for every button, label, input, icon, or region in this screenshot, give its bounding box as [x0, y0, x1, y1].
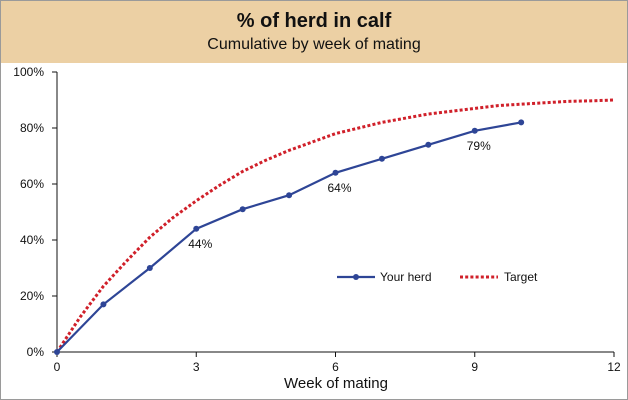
series-line-target — [55, 98, 615, 353]
legend-marker-your-herd — [353, 274, 359, 280]
series-layer — [54, 98, 615, 355]
data-point-your-herd — [518, 119, 525, 126]
chart-title: % of herd in calf — [236, 10, 392, 32]
chart-subtitle: Cumulative by week of mating — [207, 36, 421, 53]
x-axis-title: Week of mating — [284, 375, 388, 392]
data-label: 44% — [188, 237, 212, 251]
data-point-your-herd — [100, 301, 107, 308]
data-label: 79% — [467, 139, 491, 153]
data-label: 64% — [327, 181, 351, 195]
data-point-your-herd — [425, 141, 432, 148]
data-point-your-herd — [378, 155, 385, 162]
legend-label-target: Target — [504, 270, 538, 284]
y-tick-label: 40% — [20, 233, 44, 247]
axes: 0% 20% 40% 60% 80% 100% 0 3 6 9 12 — [13, 65, 621, 374]
data-point-your-herd — [146, 265, 153, 271]
x-tick-label: 6 — [332, 360, 339, 374]
legend: Your herd Target — [337, 270, 538, 284]
data-point-your-herd — [286, 192, 293, 199]
data-point-your-herd — [54, 349, 60, 355]
data-point-your-herd — [193, 225, 200, 232]
chart-header: % of herd in calf Cumulative by week of … — [1, 1, 627, 63]
y-tick-label: 100% — [13, 65, 44, 79]
data-point-your-herd — [332, 169, 339, 176]
series-line-your-herd — [56, 121, 522, 353]
legend-label-your-herd: Your herd — [380, 270, 432, 284]
data-point-your-herd — [471, 127, 478, 134]
x-tick-label: 3 — [193, 360, 200, 374]
y-tick-label: 20% — [20, 289, 44, 303]
y-tick-label: 0% — [27, 345, 45, 359]
data-point-your-herd — [239, 206, 246, 213]
x-tick-label: 9 — [471, 360, 478, 374]
x-tick-label: 12 — [607, 360, 621, 374]
y-tick-label: 80% — [20, 121, 44, 135]
annotation-layer: 44% 64% 79% — [188, 139, 491, 251]
y-tick-label: 60% — [20, 177, 44, 191]
x-tick-label: 0 — [54, 360, 61, 374]
